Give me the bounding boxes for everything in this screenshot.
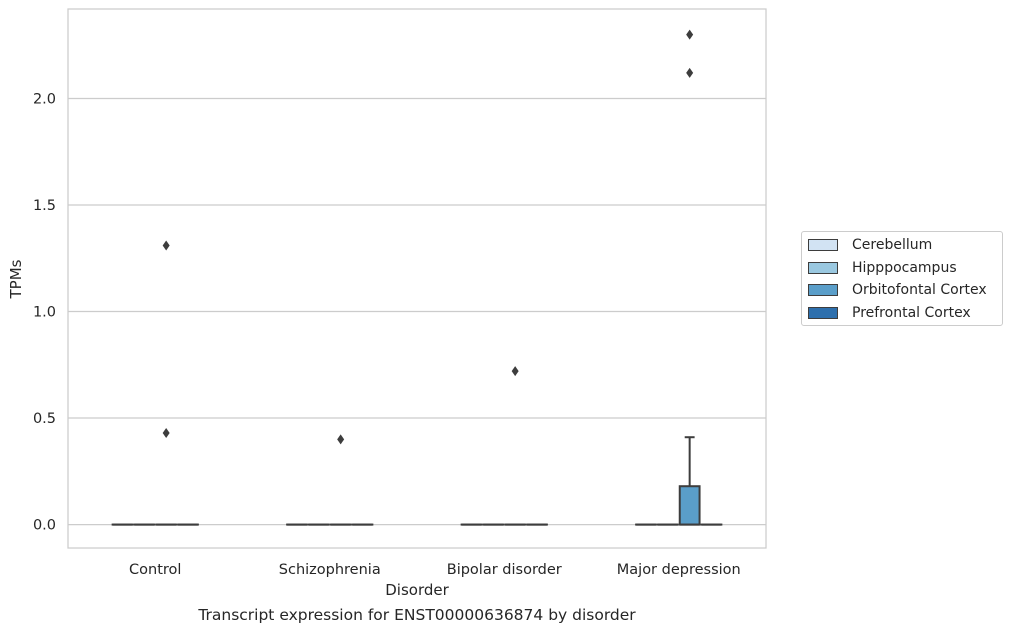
outlier-point	[162, 427, 170, 438]
legend-label: Hipppocampus	[852, 260, 957, 276]
legend-item-orbitofrontal: Orbitofontal Cortex	[808, 281, 987, 299]
y-tick-label: 1.5	[33, 198, 56, 214]
outlier-point	[162, 240, 170, 251]
legend-label: Prefrontal Cortex	[852, 305, 971, 321]
x-tick-label: Schizophrenia	[279, 562, 381, 578]
y-tick-label: 0.0	[33, 518, 56, 534]
y-tick-labels: 0.0 0.5 1.0 1.5 2.0	[33, 91, 56, 533]
legend-swatch-prefrontal	[808, 307, 838, 319]
x-axis-label: Disorder	[385, 581, 449, 599]
outlier-point	[686, 29, 694, 40]
y-tick-label: 2.0	[33, 91, 56, 107]
box	[678, 485, 701, 526]
box-series	[111, 436, 723, 526]
legend-swatch-cerebellum	[808, 239, 838, 251]
y-tick-label: 0.5	[33, 411, 56, 427]
legend: Cerebellum Hipppocampus Orbitofontal Cor…	[801, 231, 1003, 326]
legend-item-cerebellum: Cerebellum	[808, 236, 932, 254]
y-tick-label: 1.0	[33, 305, 56, 321]
legend-swatch-hippocampus	[808, 262, 838, 274]
x-tick-label: Bipolar disorder	[447, 562, 562, 578]
outlier-points	[162, 29, 694, 445]
legend-swatch-orbitofrontal	[808, 284, 838, 296]
outlier-point	[686, 67, 694, 78]
x-tick-label: Control	[129, 562, 181, 578]
legend-item-hippocampus: Hipppocampus	[808, 259, 957, 277]
legend-label: Orbitofontal Cortex	[852, 282, 987, 298]
gridlines	[68, 97, 766, 526]
y-axis-label: TPMs	[7, 259, 25, 299]
x-tick-label: Major depression	[617, 562, 741, 578]
outlier-point	[511, 366, 519, 377]
legend-label: Cerebellum	[852, 237, 933, 253]
outlier-point	[337, 434, 345, 445]
plot-frame	[67, 8, 767, 549]
x-tick-labels: Control Schizophrenia Bipolar disorder Majo…	[129, 562, 741, 578]
legend-item-prefrontal: Prefrontal Cortex	[808, 304, 971, 322]
figure-caption: Transcript expression for ENST0000063687…	[198, 606, 636, 624]
